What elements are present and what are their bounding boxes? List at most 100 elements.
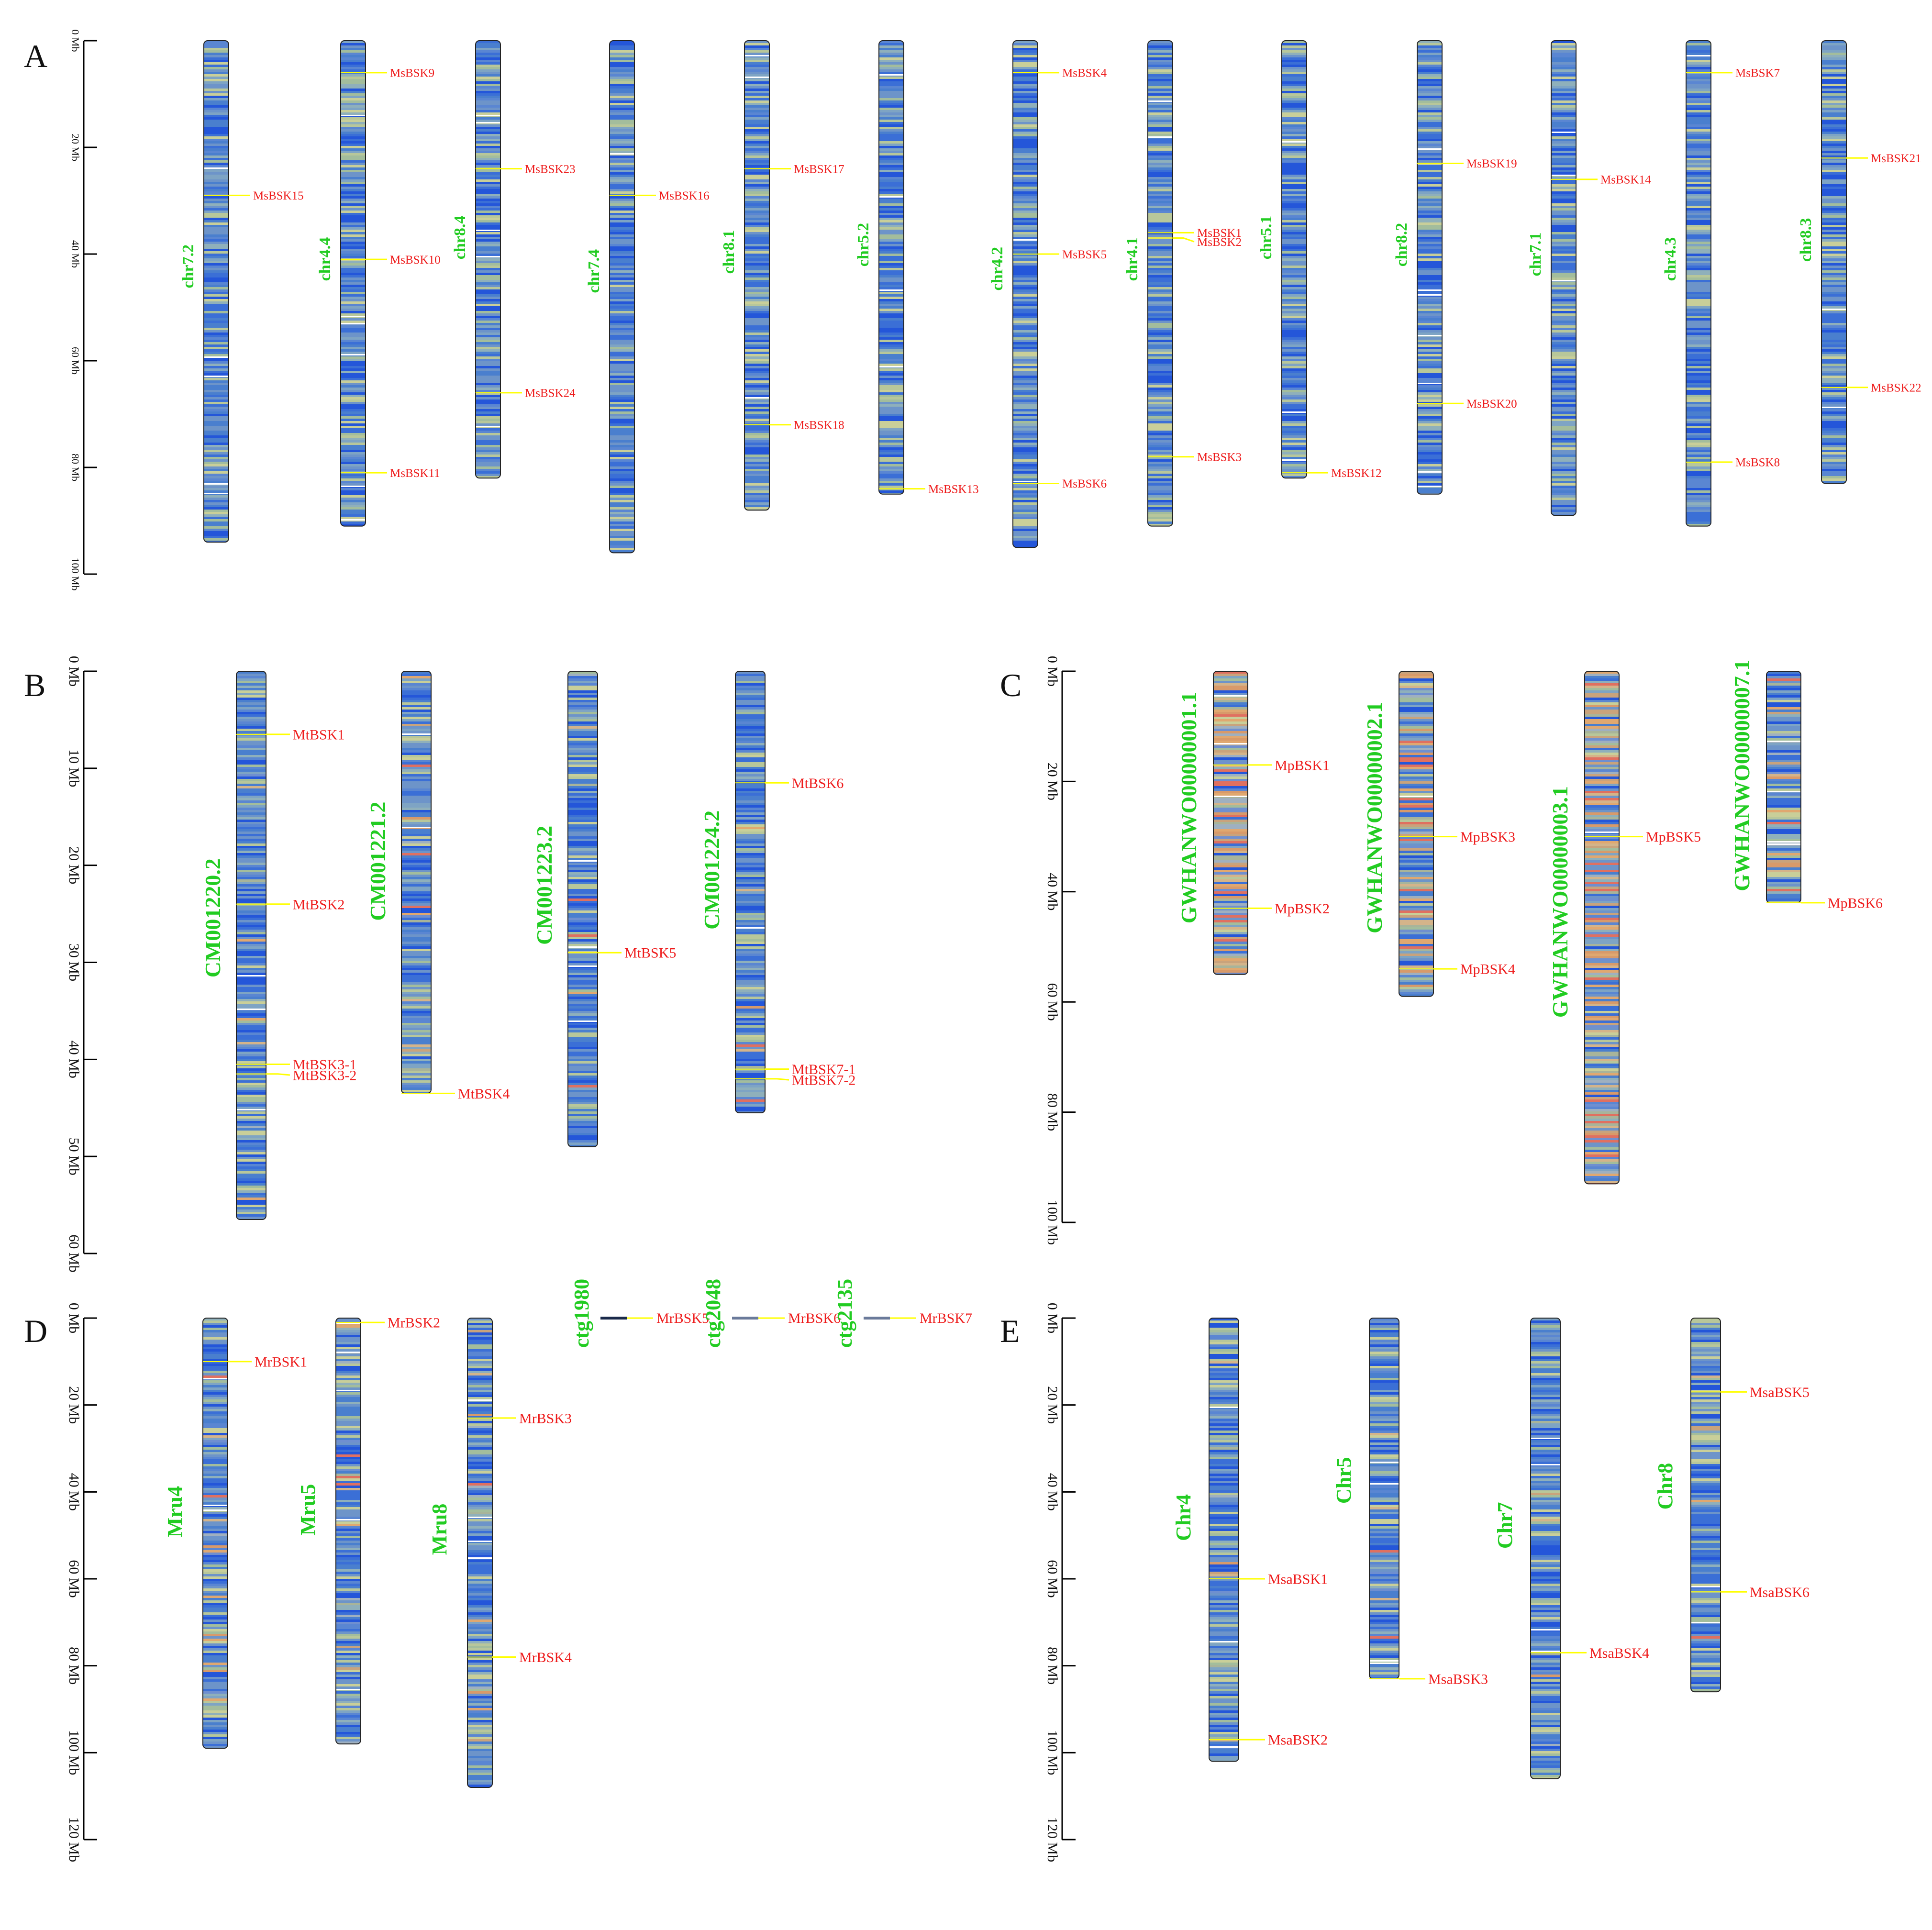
chromosome-density-stripes [236, 671, 266, 1220]
chromosome-name: Chr5 [1332, 1457, 1355, 1504]
chromosome-outline [1530, 1318, 1561, 1779]
gene-marker: MtBSK3-2 [236, 1067, 356, 1083]
gene-label: MsBSK14 [1600, 174, 1651, 187]
chromosome-outline [609, 40, 635, 554]
chromosome-GWHANWO00000003.1: GWHANWO00000003.1 MpBSK5 [1548, 671, 1701, 1185]
gene-marker: MsBSK23 [476, 163, 576, 176]
chromosome-name: Mru8 [428, 1504, 451, 1555]
chromosome-outline [203, 40, 229, 543]
chromosome-chr4.4: chr4.4 MsBSK9 MsBSK10 MsBSK11 [316, 40, 441, 527]
axis-tick-label: 20 Mb [69, 133, 81, 161]
axis-tick-label: 100 Mb [69, 557, 81, 590]
panel-letter: A [24, 38, 47, 74]
chromosome-density-stripes [1399, 671, 1433, 997]
axis-tick-label: 60 Mb [1044, 983, 1060, 1021]
axis-tick-label: 20 Mb [1044, 763, 1060, 800]
gene-marker: MtBSK7-1 [735, 1062, 855, 1077]
axis-tick-label: 0 Mb [69, 29, 81, 52]
gene-label: MsaBSK1 [1268, 1572, 1328, 1587]
gene-label: MsBSK11 [390, 467, 440, 480]
gene-label: MtBSK7-2 [792, 1073, 855, 1088]
gene-label: MpBSK3 [1460, 829, 1515, 845]
contig-bar [600, 1317, 627, 1320]
gene-leader-line [266, 1073, 290, 1076]
panel-letter: D [24, 1313, 47, 1349]
chromosome-name: CM001221.2 [366, 801, 390, 921]
contig-name: ctg2048 [701, 1279, 725, 1348]
chromosome-outline [878, 40, 904, 495]
chromosome-chr5.1: chr5.1 MsBSK12 [1257, 40, 1382, 480]
panel-B-axis: 0 Mb 10 Mb 20 Mb 30 Mb 40 Mb 50 Mb 60 Mb B [24, 656, 97, 1273]
chromosome-density-stripes [341, 41, 366, 526]
chromosome-density-stripes [1766, 671, 1801, 903]
gene-label: MsBSK24 [525, 387, 576, 400]
chromosome-outline [1551, 40, 1577, 516]
gene-label: MrBSK1 [255, 1354, 307, 1370]
gene-label: MsBSK6 [1062, 477, 1107, 490]
contig-name: ctg2135 [833, 1279, 856, 1348]
gene-marker: MsBSK18 [744, 419, 844, 432]
gene-label: MsBSK12 [1331, 467, 1382, 480]
chromosome-name: GWHANWO00000002.1 [1362, 702, 1387, 933]
chromosome-outline [1012, 40, 1038, 548]
panel-C-axis: 0 Mb 20 Mb 40 Mb 60 Mb 80 Mb 100 Mb C [1000, 656, 1076, 1245]
gene-marker: MtBSK6 [735, 776, 844, 791]
gene-marker: MsBSK7 [1686, 67, 1780, 80]
gene-label: MpBSK4 [1460, 962, 1515, 977]
axis-tick-label: 60 Mb [66, 1560, 82, 1597]
panel-letter: B [24, 667, 45, 703]
chromosome-name: chr4.4 [316, 237, 334, 281]
chromosome-Chr7: Chr7 MsaBSK4 [1493, 1318, 1649, 1779]
chromosome-Mru4: Mru4 MrBSK1 [163, 1318, 307, 1749]
chromosome-outline [1417, 40, 1443, 495]
chromosome-density-stripes [1282, 41, 1307, 478]
gene-marker: MsBSK8 [1686, 456, 1780, 469]
chromosome-outline [1281, 40, 1307, 479]
axis-tick-label: 100 Mb [66, 1730, 82, 1775]
gene-label: MsBSK19 [1466, 157, 1517, 170]
chromosome-density-stripes [204, 41, 229, 543]
panel-E-axis: 0 Mb 20 Mb 40 Mb 60 Mb 80 Mb 100 Mb 120 Mb E [1000, 1303, 1076, 1862]
chromosome-GWHANWO00000001.1: GWHANWO00000001.1 MpBSK1 MpBSK2 [1177, 671, 1330, 975]
contig-bar [732, 1317, 758, 1320]
gene-marker: MsaBSK4 [1531, 1645, 1649, 1661]
gene-label: MsBSK16 [659, 189, 710, 202]
chromosome-name: chr4.3 [1662, 237, 1679, 281]
chromosome-outline [236, 671, 266, 1220]
gene-marker: MsBSK21 [1821, 152, 1921, 165]
contig-ctg1980: MrBSK5 ctg1980 [570, 1279, 709, 1348]
gene-label: MsBSK5 [1062, 248, 1107, 261]
gene-label: MsBSK15 [253, 189, 304, 202]
chromosome-outline [1686, 40, 1711, 527]
gene-marker: MtBSK2 [236, 897, 344, 912]
gene-label: MtBSK4 [458, 1086, 510, 1102]
gene-label: MtBSK2 [293, 897, 344, 912]
chromosome-name: Mru5 [296, 1484, 320, 1536]
chromosome-CM001223.2: CM001223.2 MtBSK5 [532, 671, 676, 1147]
chromosome-name: chr5.1 [1257, 216, 1275, 260]
axis-tick-label: 120 Mb [1044, 1817, 1060, 1862]
gene-label: MsBSK10 [390, 254, 441, 266]
chromosome-name: chr8.3 [1797, 218, 1815, 262]
chromosome-outline [567, 671, 598, 1147]
chromosome-density-stripes [1213, 671, 1248, 975]
axis-tick-label: 0 Mb [1044, 656, 1060, 687]
chromosome-outline [1584, 671, 1620, 1185]
chromosome-outline [744, 40, 770, 511]
axis-tick-label: 0 Mb [66, 1303, 82, 1333]
chromosome-name: chr7.4 [585, 249, 603, 293]
gene-marker: MpBSK3 [1399, 829, 1515, 845]
gene-label: MsaBSK2 [1268, 1732, 1328, 1748]
chromosome-CM001221.2: CM001221.2 MtBSK4 [366, 671, 510, 1102]
gene-marker: MsaBSK3 [1369, 1671, 1488, 1687]
chromosome-density-stripes [610, 41, 634, 553]
axis-tick-label: 60 Mb [66, 1234, 82, 1272]
axis-tick-label: 0 Mb [1044, 1303, 1060, 1333]
chromosome-Chr5: Chr5 MsaBSK3 [1332, 1318, 1488, 1687]
chromosome-density-stripes [1585, 671, 1619, 1184]
gene-marker: MpBSK1 [1213, 757, 1330, 773]
chromosome-name: GWHANWO00000007.1 [1730, 660, 1754, 891]
gene-label: MsaBSK4 [1589, 1645, 1649, 1661]
